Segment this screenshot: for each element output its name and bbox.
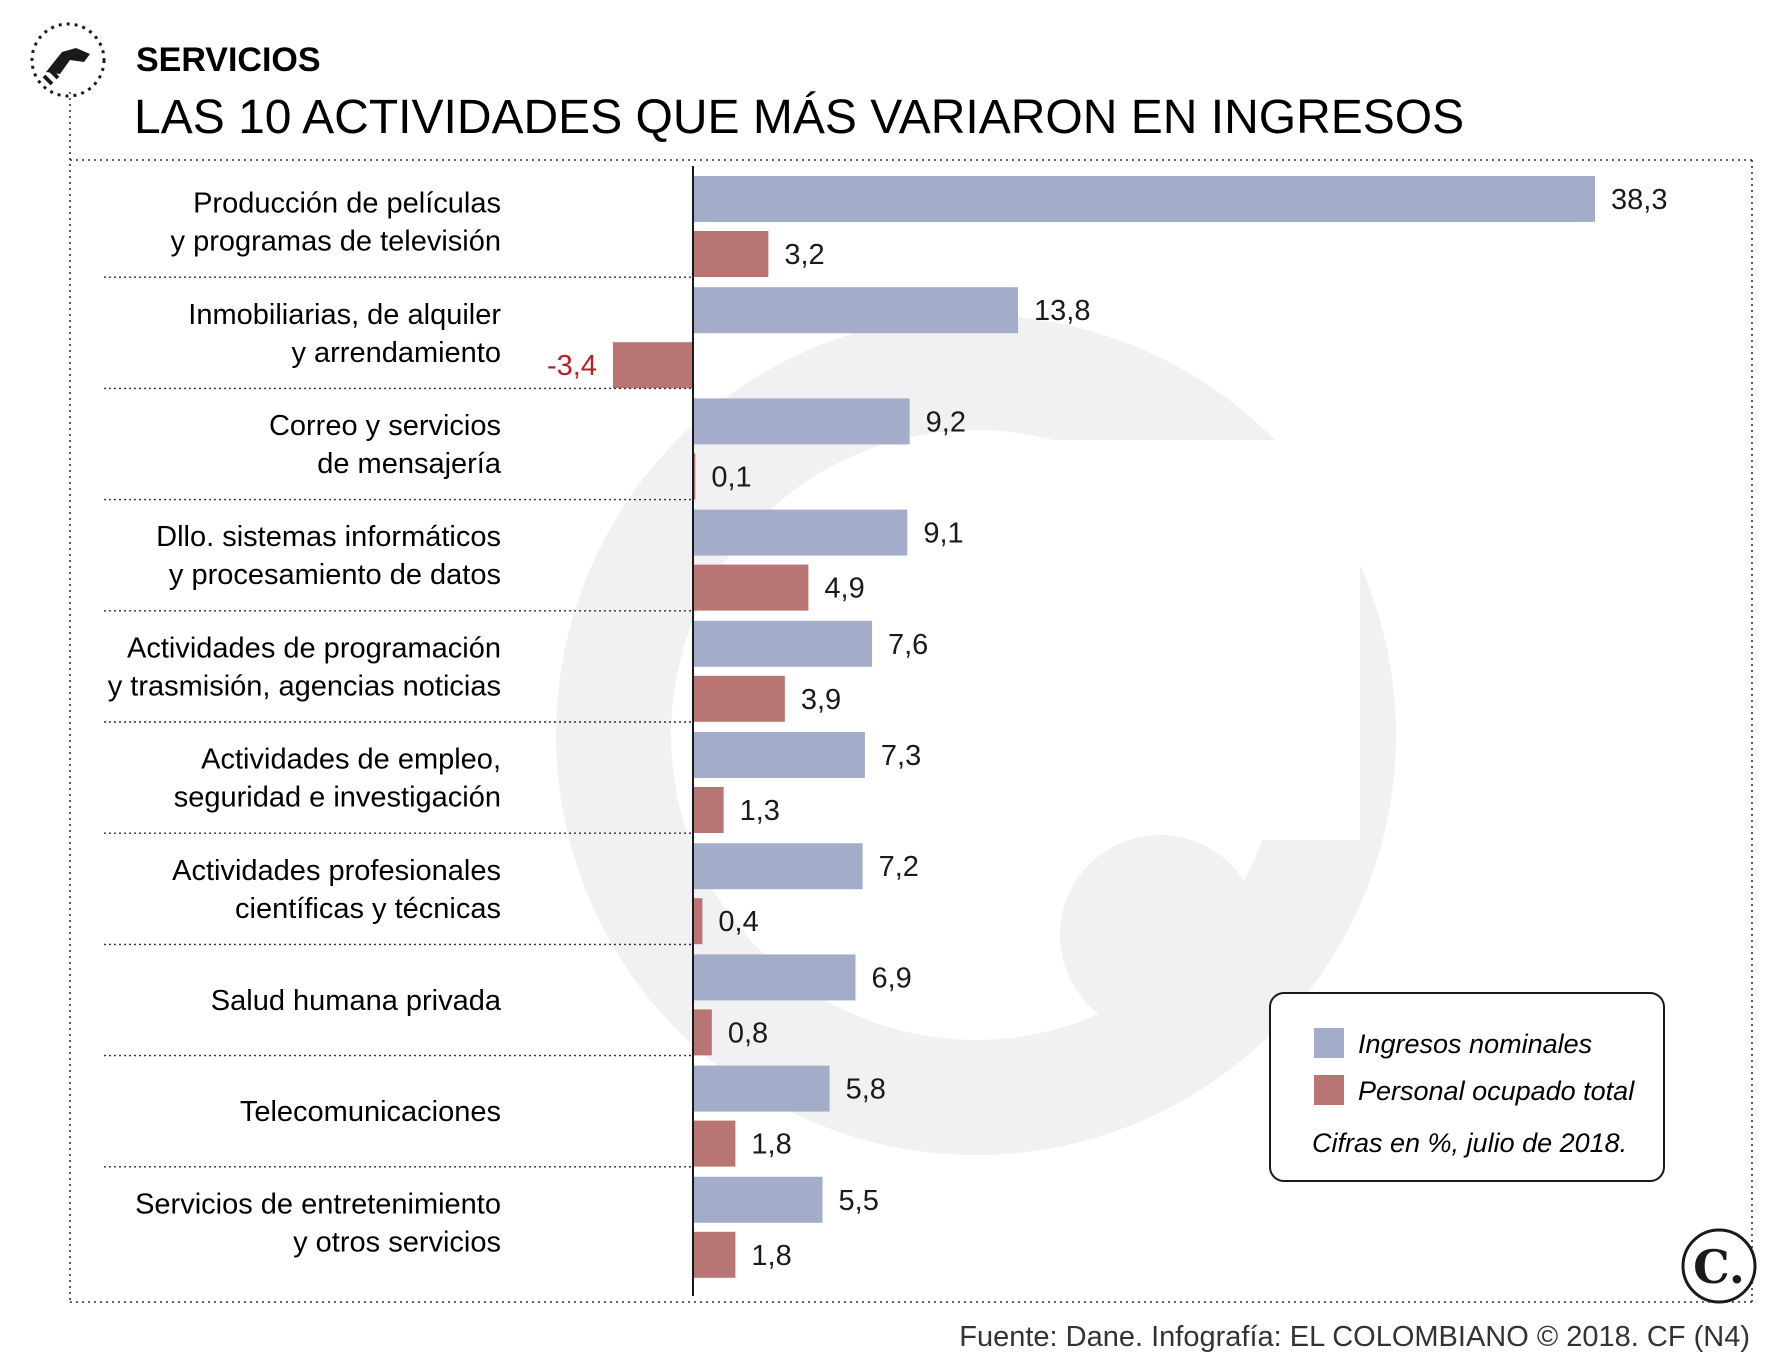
bar-personal — [693, 453, 696, 500]
value-label-ingresos: 7,3 — [881, 740, 921, 772]
legend-label-personal: Personal ocupado total — [1358, 1076, 1635, 1106]
value-label-ingresos: 6,9 — [872, 962, 912, 994]
category-label: Salud humana privada — [211, 985, 502, 1017]
category-label: y arrendamiento — [291, 337, 501, 369]
legend: Ingresos nominales Personal ocupado tota… — [1269, 992, 1665, 1182]
bar-personal — [693, 675, 785, 722]
bar-ingresos — [693, 509, 908, 556]
category-label: Telecomunicaciones — [240, 1096, 501, 1128]
category-label: y otros servicios — [293, 1226, 501, 1258]
value-label-ingresos: 7,6 — [888, 629, 928, 661]
bar-ingresos — [693, 1065, 830, 1112]
value-label-personal: 1,8 — [751, 1240, 791, 1272]
category-label: y programas de televisión — [171, 226, 501, 258]
value-label-ingresos: 38,3 — [1611, 184, 1667, 216]
value-label-personal: 3,2 — [784, 239, 824, 271]
category-label: de mensajería — [317, 448, 502, 480]
section-title: SERVICIOS — [136, 41, 321, 79]
value-label-ingresos: 9,2 — [926, 406, 966, 438]
category-label: Dllo. sistemas informáticos — [156, 521, 501, 553]
bar-personal — [612, 342, 693, 389]
legend-note: Cifras en %, julio de 2018. — [1312, 1128, 1627, 1158]
value-label-ingresos: 5,8 — [846, 1074, 886, 1106]
bar-personal — [693, 1120, 736, 1167]
bar-personal — [693, 1009, 712, 1056]
bar-personal — [693, 1231, 736, 1278]
bar-ingresos — [693, 843, 863, 890]
value-label-personal: 4,9 — [824, 573, 864, 605]
bar-personal — [693, 787, 724, 833]
bar-personal — [693, 898, 703, 945]
value-label-ingresos: 7,2 — [879, 851, 919, 883]
value-label-ingresos: 9,1 — [923, 518, 963, 550]
legend-swatch-ingresos — [1314, 1028, 1344, 1058]
value-label-personal: 0,4 — [718, 906, 758, 938]
category-label: Producción de películas — [193, 188, 501, 220]
bar-ingresos — [693, 398, 910, 445]
category-label: seguridad e investigación — [174, 782, 501, 814]
logo-text: C. — [1693, 1240, 1745, 1294]
el-colombiano-logo: C. — [1681, 1228, 1757, 1304]
bars-layer: 38,3 3,2 13,8 -3,4 9,2 0,1 9,1 4,9 7,6 3,9 7,3 1,3 7… — [547, 176, 1667, 1278]
handshake-icon — [30, 22, 106, 98]
bar-personal — [693, 564, 809, 611]
value-label-personal: 1,8 — [751, 1129, 791, 1161]
bar-personal — [693, 231, 769, 277]
legend-swatch-personal — [1314, 1075, 1344, 1105]
legend-label-ingresos: Ingresos nominales — [1358, 1029, 1592, 1059]
category-label: Actividades de empleo, — [201, 744, 501, 776]
bar-ingresos — [693, 176, 1595, 222]
category-label: Correo y servicios — [269, 410, 501, 442]
page-title: LAS 10 ACTIVIDADES QUE MÁS VARIARON EN I… — [134, 91, 1464, 144]
category-label: Actividades profesionales — [172, 855, 501, 887]
value-label-ingresos: 13,8 — [1034, 295, 1090, 327]
value-label-personal: -3,4 — [547, 350, 597, 382]
category-label: y procesamiento de datos — [169, 559, 501, 591]
bar-ingresos — [693, 620, 872, 667]
category-labels: Producción de películas y programas de te… — [104, 188, 693, 1258]
category-label: y trasmisión, agencias noticias — [108, 670, 501, 702]
category-label: Inmobiliarias, de alquiler — [188, 299, 501, 331]
bar-ingresos — [693, 1176, 823, 1223]
value-label-personal: 1,3 — [740, 795, 780, 827]
value-label-personal: 3,9 — [801, 684, 841, 716]
value-label-personal: 0,1 — [711, 461, 751, 493]
source-note: Fuente: Dane. Infografía: EL COLOMBIANO … — [959, 1321, 1750, 1353]
bar-ingresos — [693, 287, 1019, 334]
bar-ingresos — [693, 954, 856, 1001]
value-label-personal: 0,8 — [728, 1017, 768, 1049]
category-label: científicas y técnicas — [235, 893, 501, 925]
bar-ingresos — [693, 732, 865, 778]
legend-box — [1269, 992, 1665, 1182]
category-label: Servicios de entretenimiento — [135, 1188, 501, 1220]
category-label: Actividades de programación — [127, 632, 501, 664]
value-label-ingresos: 5,5 — [839, 1185, 879, 1217]
